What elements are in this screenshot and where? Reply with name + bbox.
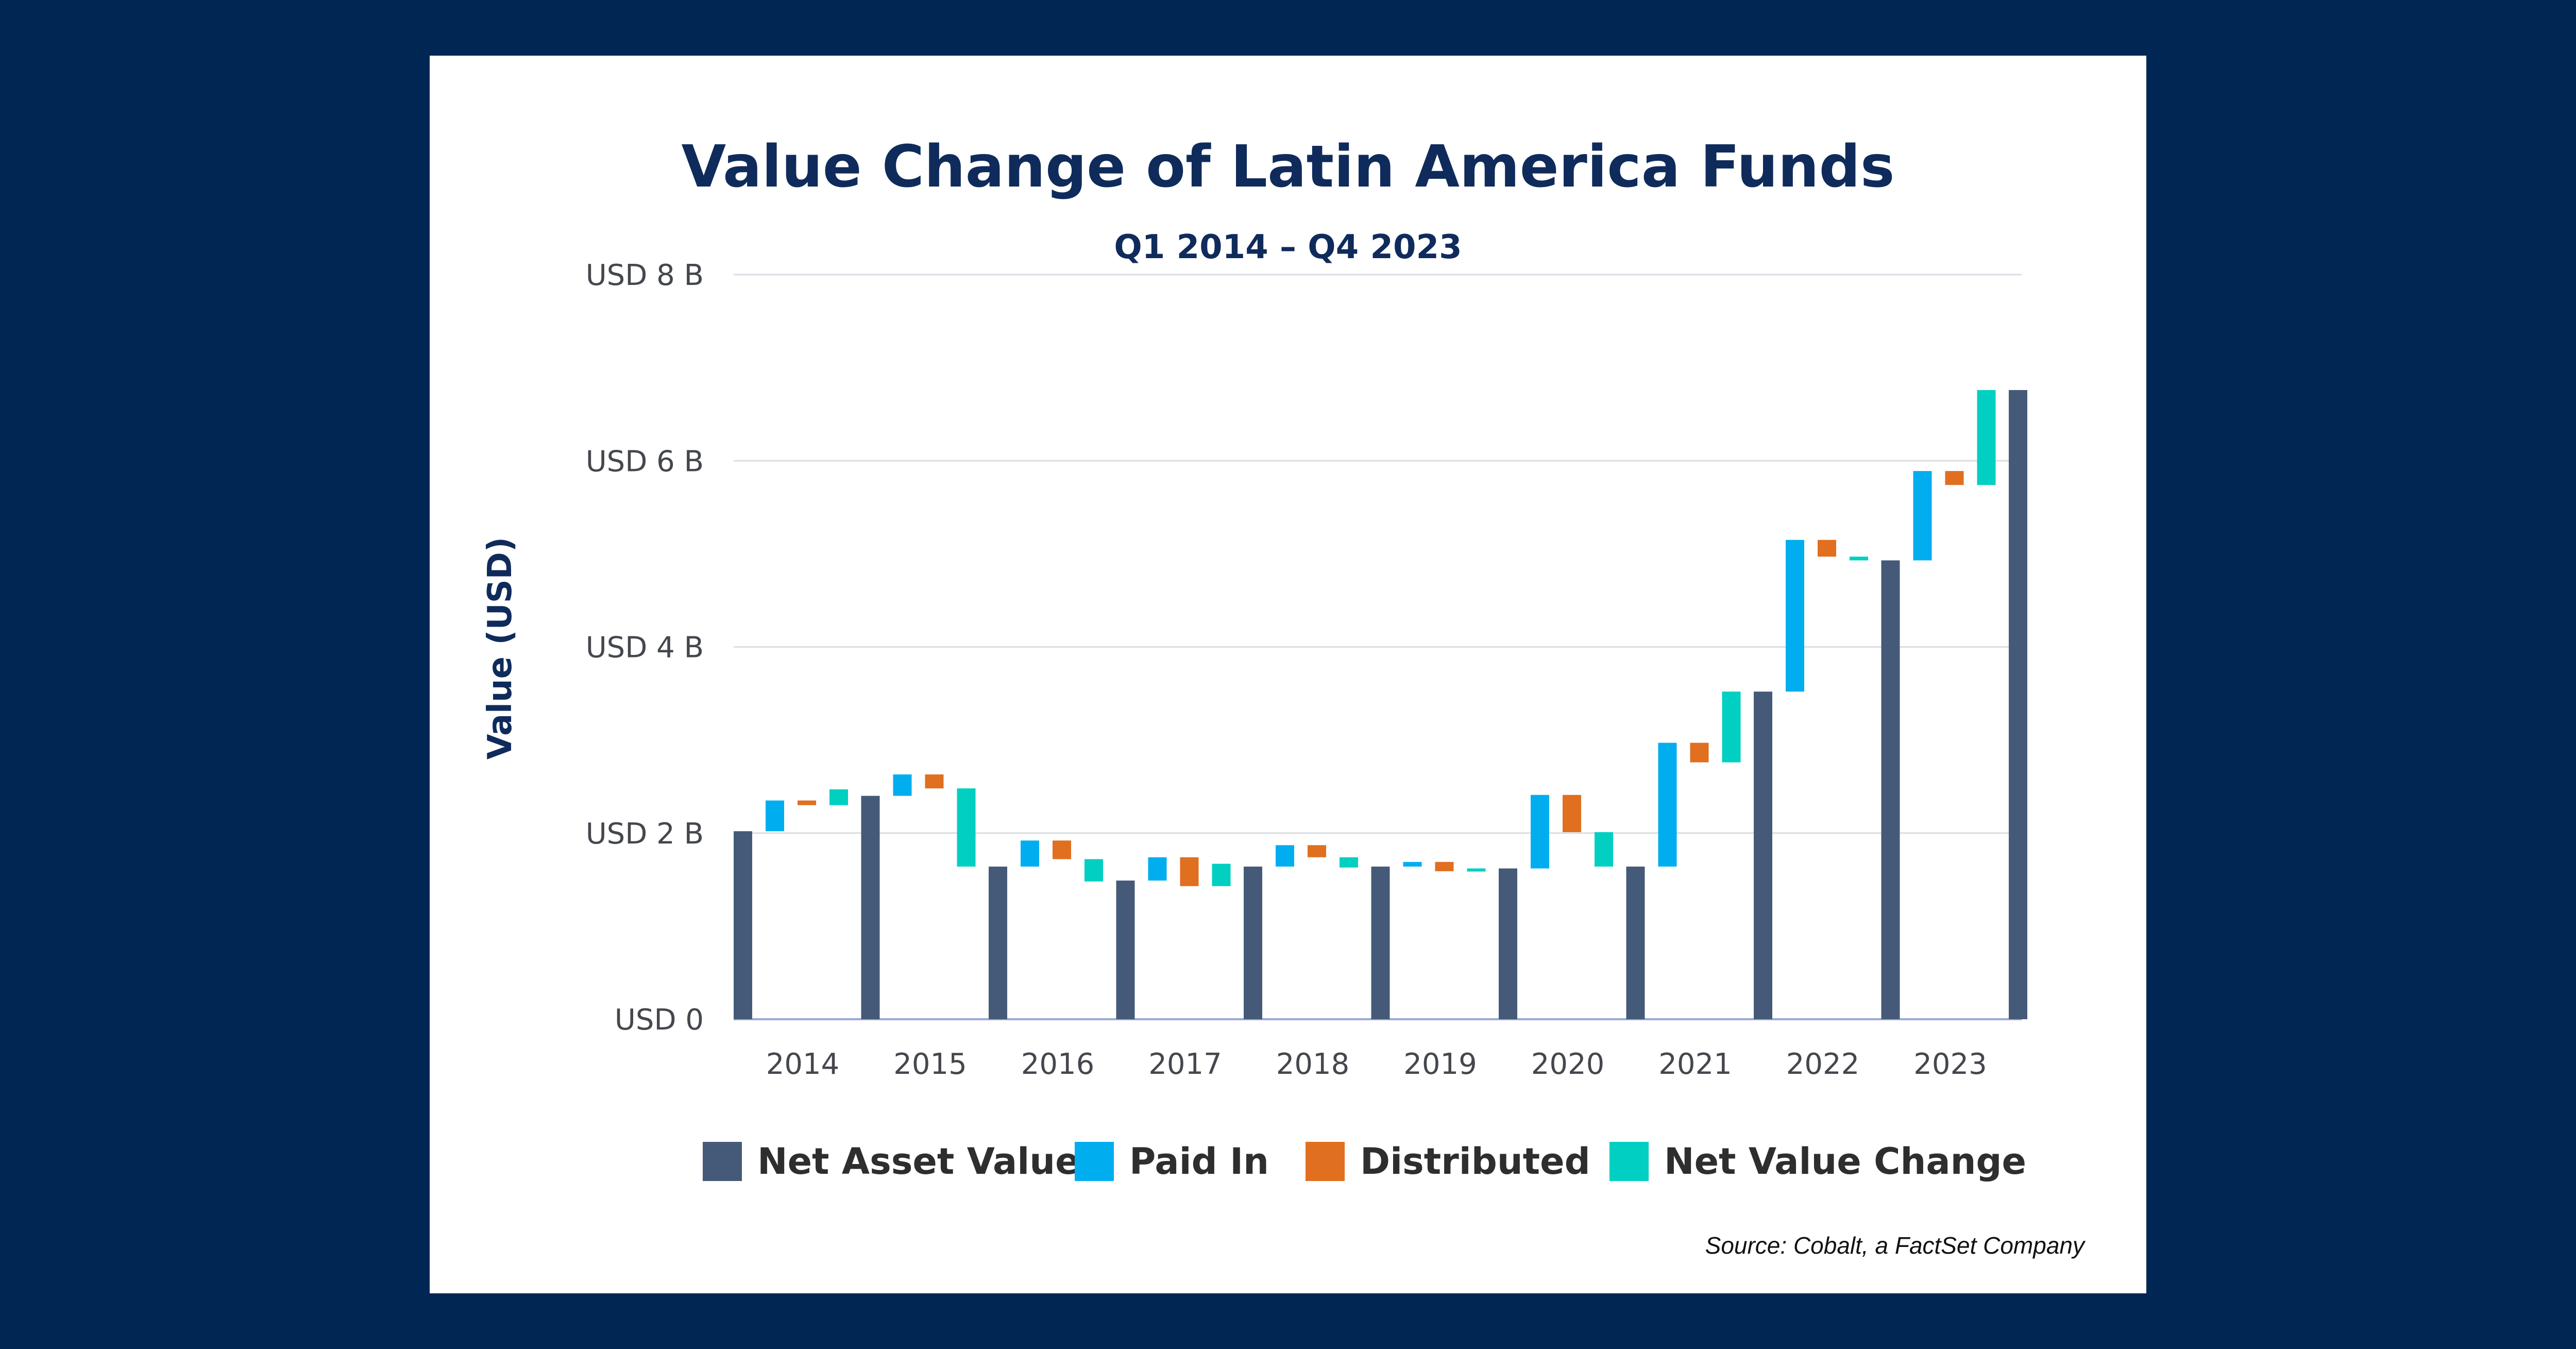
distributed-bar-2019 [1435,862,1454,871]
y-tick-label: USD 0 [615,1003,704,1037]
legend: Net Asset Value Paid In Distributed Net Val… [703,1140,2026,1183]
y-axis-ticks: USD 0 USD 2 B USD 4 B USD 6 B USD 8 B [586,259,704,1037]
nav-bar-2023 [1881,560,1900,1019]
distributed-bar-2021 [1690,743,1709,763]
paid-in-bar-2019 [1403,862,1422,867]
x-tick-label: 2020 [1531,1048,1605,1081]
y-tick-label: USD 8 B [586,259,704,292]
x-axis-ticks: 2014 2015 2016 2017 2018 2019 2020 2021 2022 2023 [766,1048,1987,1081]
nav-bar-2019 [1371,866,1390,1019]
distributed-bar-2022 [1818,539,1836,557]
paid-in-bar-2017 [1148,857,1167,881]
y-tick-label: USD 2 B [586,817,704,851]
y-tick-label: USD 4 B [586,631,704,665]
x-tick-label: 2018 [1276,1048,1350,1081]
x-tick-label: 2017 [1148,1048,1222,1081]
paid-in-bar-2022 [1786,539,1804,692]
legend-swatch [1306,1142,1345,1181]
distributed-bar-2023 [1945,471,1964,485]
distributed-bar-2014 [798,800,816,805]
paid-in-bar-2021 [1658,743,1677,867]
net-value-change-bar-2014 [829,789,848,805]
distributed-bar-2016 [1053,840,1071,859]
paid-in-bar-2015 [893,774,912,796]
nav-bar-2014 [734,831,752,1019]
net-value-change-bar-2017 [1212,864,1231,886]
x-tick-label: 2015 [893,1048,967,1081]
legend-swatch [1075,1142,1114,1181]
paid-in-bar-2018 [1276,845,1294,867]
net-value-change-bar-2019 [1467,868,1486,872]
x-tick-label: 2021 [1658,1048,1732,1081]
y-axis-label: Value (USD) [481,537,519,760]
nav-bar-2017 [1116,880,1135,1019]
source-note: Source: Cobalt, a FactSet Company [1705,1232,2084,1259]
net-value-change-bar-2016 [1084,859,1103,882]
nav-bar-2015 [861,796,880,1019]
nav-bar-2016 [989,866,1007,1019]
paid-in-bar-2020 [1531,795,1549,869]
y-tick-label: USD 6 B [586,445,704,478]
chart-subtitle: Q1 2014 – Q4 2023 [1114,228,1462,266]
distributed-bar-2018 [1308,845,1326,857]
paid-in-bar-2014 [766,800,784,832]
nav-bar-2021 [1626,866,1645,1019]
nav-bar-final [2009,390,2027,1019]
x-tick-label: 2016 [1021,1048,1095,1081]
paid-in-bar-2016 [1021,840,1039,867]
distributed-bar-2020 [1563,795,1581,832]
nav-bar-2020 [1499,868,1517,1019]
nav-bar-2022 [1754,692,1772,1019]
net-value-change-bar-2022 [1850,557,1868,561]
legend-label: Distributed [1360,1140,1590,1183]
bars [734,390,2027,1019]
chart-title: Value Change of Latin America Funds [681,133,1895,200]
x-tick-label: 2023 [1913,1048,1987,1081]
net-value-change-bar-2020 [1595,832,1613,867]
legend-swatch [1609,1142,1649,1181]
chart-panel: Value Change of Latin America Funds Q1 2… [430,56,2146,1293]
x-tick-label: 2022 [1786,1048,1860,1081]
net-value-change-bar-2023 [1977,390,1996,485]
net-value-change-bar-2015 [957,788,976,867]
legend-label: Net Value Change [1664,1140,2026,1183]
x-tick-label: 2014 [766,1048,840,1081]
x-tick-label: 2019 [1403,1048,1477,1081]
legend-label: Paid In [1129,1140,1269,1183]
nav-bar-2018 [1244,866,1262,1019]
net-value-change-bar-2021 [1722,692,1741,763]
distributed-bar-2017 [1180,857,1199,886]
legend-label: Net Asset Value [757,1140,1080,1183]
net-value-change-bar-2018 [1340,857,1358,868]
paid-in-bar-2023 [1913,471,1932,561]
distributed-bar-2015 [925,774,944,789]
legend-swatch [703,1142,742,1181]
